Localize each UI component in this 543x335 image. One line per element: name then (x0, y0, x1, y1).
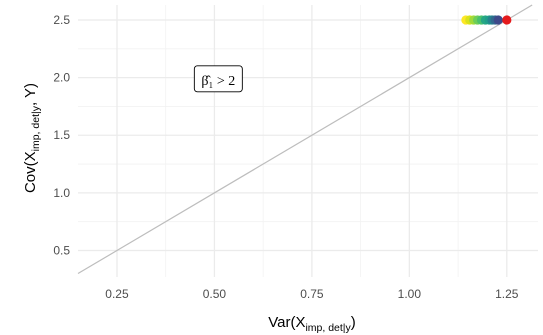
annotation-box (193, 65, 243, 93)
y-tick-labels: 0.5 1.0 1.5 2.0 2.5 (53, 13, 70, 258)
y-tick-label: 1.0 (53, 186, 70, 200)
data-point (502, 15, 512, 25)
reference-line-group (77, 4, 533, 275)
minor-gridlines (78, 5, 538, 277)
major-gridlines (78, 5, 538, 277)
data-points (461, 15, 512, 25)
y-axis-title: Cov(Ximp, det|y, Y) (22, 83, 42, 193)
x-tick-label: 1.25 (495, 287, 519, 301)
x-tick-label: 0.50 (203, 287, 227, 301)
data-point (493, 15, 503, 25)
y-tick-label: 2.5 (53, 13, 70, 27)
annotation-group: β̂₁ > 2 (193, 65, 243, 93)
y-tick-label: 1.5 (53, 128, 70, 142)
reference-line (77, 4, 533, 275)
x-tick-label: 0.75 (300, 287, 324, 301)
y-tick-label: 0.5 (53, 243, 70, 257)
x-tick-label: 0.25 (105, 287, 129, 301)
y-tick-label: 2.0 (53, 71, 70, 85)
x-tick-label: 1.00 (398, 287, 422, 301)
annotation-label: β̂₁ > 2 (201, 74, 235, 89)
x-tick-labels: 0.25 0.50 0.75 1.00 1.25 (105, 287, 519, 301)
x-axis-title: Var(Ximp, det|y) (268, 314, 356, 334)
